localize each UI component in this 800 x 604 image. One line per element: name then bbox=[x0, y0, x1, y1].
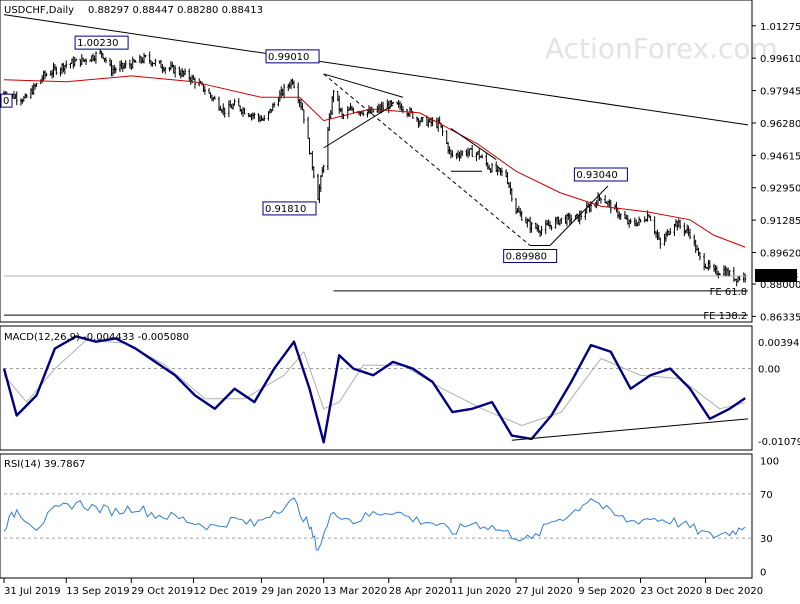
moving-average-line bbox=[3, 75, 746, 248]
watermark: ActionForex.com bbox=[545, 32, 778, 65]
price-label: 0.93040 bbox=[576, 170, 617, 181]
price-axis-label: 0.92950 bbox=[760, 184, 800, 195]
x-axis-label: 8 Dec 2020 bbox=[706, 586, 764, 597]
price-label: 0 bbox=[3, 96, 9, 107]
fe-label: FE 61.8 bbox=[710, 287, 748, 298]
trend-line bbox=[450, 128, 497, 160]
price-label-box bbox=[265, 49, 320, 64]
x-axis-label: 28 Apr 2020 bbox=[389, 586, 451, 597]
rsi-axis-label: 0 bbox=[760, 567, 766, 578]
macd-axis-label: 0.00 bbox=[758, 365, 780, 376]
x-axis-label: 13 Mar 2020 bbox=[324, 586, 387, 597]
price-label-box bbox=[74, 35, 129, 50]
fe-label: FE 138.2 bbox=[703, 311, 747, 322]
x-axis-label: 12 Dec 2019 bbox=[194, 586, 258, 597]
rsi-axis-label: 70 bbox=[760, 490, 773, 501]
rsi-panel bbox=[0, 453, 753, 579]
price-label: 1.00230 bbox=[77, 38, 118, 49]
rsi-title: RSI(14) 39.7867 bbox=[4, 459, 85, 470]
macd-axis-label: 0.003949 bbox=[758, 338, 800, 349]
trend-line bbox=[3, 14, 749, 126]
trend-line bbox=[323, 104, 394, 149]
price-axis-label: 0.97945 bbox=[760, 87, 800, 98]
macd-title: MACD(12,26,9) -0.004433 -0.005080 bbox=[4, 332, 189, 343]
x-axis-label: 13 Sep 2019 bbox=[66, 586, 129, 597]
macd-series-line bbox=[2, 335, 746, 444]
x-axis-label: 29 Jan 2020 bbox=[261, 586, 321, 597]
price-label-box bbox=[573, 167, 628, 182]
x-axis-label: 23 Oct 2020 bbox=[641, 586, 703, 597]
axes-layer: 1.01275 0.99610 0.97945 0.96280 0.94615 0.929… bbox=[3, 22, 800, 597]
x-axis-label: 9 Sep 2020 bbox=[578, 586, 635, 597]
last-price-tag bbox=[755, 269, 797, 283]
trend-line bbox=[323, 73, 531, 246]
price-label-box bbox=[503, 249, 558, 264]
x-axis-label: 27 Jul 2020 bbox=[516, 586, 573, 597]
price-axis-label: 0.89620 bbox=[760, 249, 800, 260]
macd-series-line bbox=[3, 339, 746, 426]
price-axis-label: 0.94615 bbox=[760, 151, 800, 162]
price-axis-label: 0.91285 bbox=[760, 216, 800, 227]
x-axis-label: 29 Oct 2019 bbox=[131, 586, 193, 597]
ohlc-readout: 0.88297 0.88447 0.88280 0.88413 bbox=[88, 5, 263, 16]
price-axis-label: 0.88000 bbox=[760, 280, 800, 291]
price-axis-label: 0.99610 bbox=[760, 54, 800, 65]
macd-panel bbox=[0, 325, 753, 451]
macd-axis-label: -0.010793 bbox=[758, 437, 800, 448]
price-label: 0.99010 bbox=[268, 52, 309, 63]
price-axis-label: 0.86335 bbox=[760, 312, 800, 323]
rsi-axis-label: 30 bbox=[760, 534, 773, 545]
price-axis-label: 1.01275 bbox=[760, 22, 800, 33]
last-price-label: 0.88413 bbox=[757, 271, 798, 282]
x-axis-label: 11 Jun 2020 bbox=[451, 586, 511, 597]
price-panel bbox=[0, 0, 753, 323]
price-label: 0.91810 bbox=[265, 204, 306, 215]
price-axis-label: 0.96280 bbox=[760, 119, 800, 130]
macd-layer bbox=[2, 335, 752, 444]
price-label-box bbox=[262, 201, 317, 216]
price-title: USDCHF,Daily bbox=[4, 5, 74, 16]
x-axis-label: 31 Jul 2019 bbox=[4, 586, 61, 597]
price-label-box bbox=[0, 93, 13, 108]
macd-trend-line bbox=[511, 418, 749, 441]
price-layer: 1.00230 0.99010 0.91810 0.89980 0.93040 0 FE 6… bbox=[0, 14, 749, 322]
trend-line bbox=[323, 73, 404, 98]
rsi-layer bbox=[3, 493, 752, 551]
rsi-axis-label: 100 bbox=[760, 457, 779, 468]
rsi-line bbox=[3, 497, 746, 551]
trend-line bbox=[549, 185, 609, 246]
price-label: 0.89980 bbox=[506, 252, 547, 263]
